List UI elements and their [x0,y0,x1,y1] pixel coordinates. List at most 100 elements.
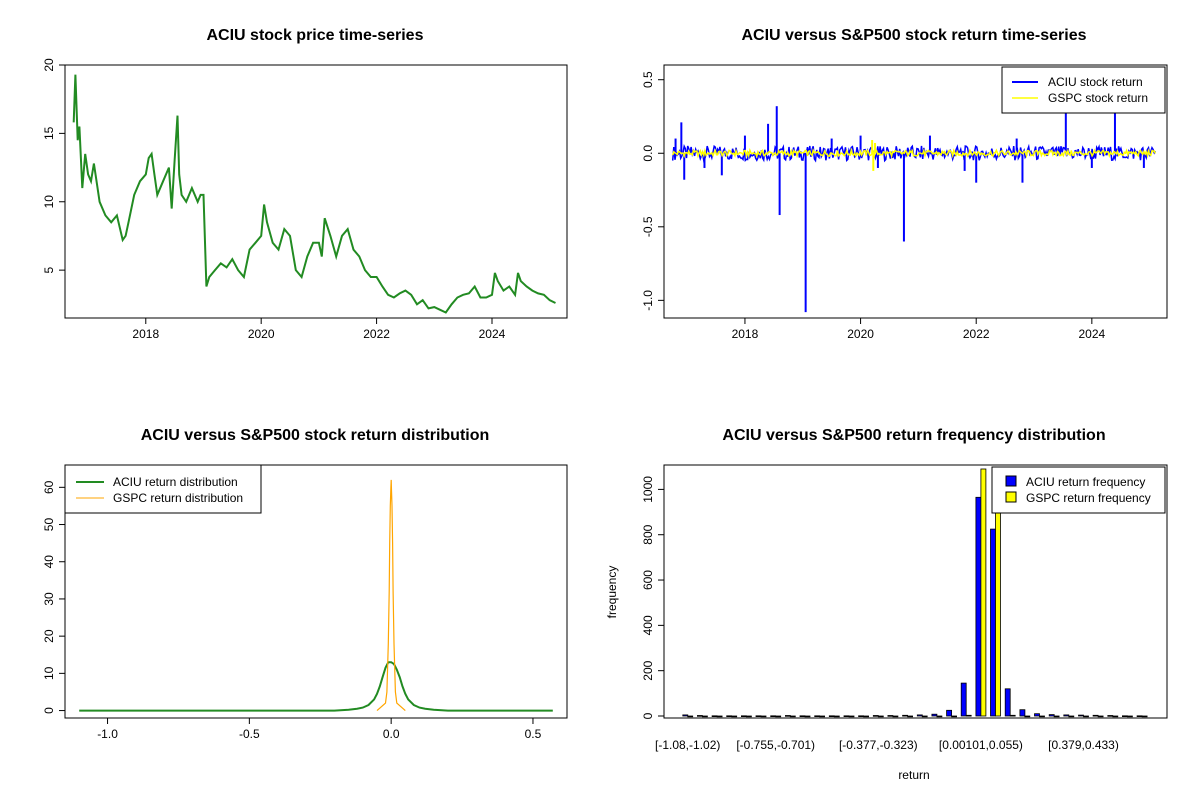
returns-xtick-label: 2022 [963,327,990,341]
histogram-legend-gspc-swatch [1005,491,1017,503]
histogram-bar [1097,715,1104,718]
histogram-ytick-label: 200 [641,660,655,680]
histogram-xtick-label: [0.379,0.433) [1048,738,1119,752]
density-xtick-label: -0.5 [239,727,260,741]
histogram-bar [1004,688,1011,717]
histogram-bar [1078,714,1084,717]
price-xtick-label: 2018 [132,327,159,341]
histogram-bar [1136,715,1143,717]
histogram-bar [902,714,908,717]
histogram-bar [921,715,928,718]
returns-panel: ACIU versus S&P500 stock return time-ser… [641,27,1168,341]
histogram-bar [946,709,952,717]
histogram-ytick-label: 1000 [641,476,655,503]
density-xtick-label: 0.5 [525,727,542,741]
histogram-bar [755,715,762,717]
histogram-bar [716,715,723,718]
histogram-bar [789,715,796,718]
density-ytick-label: 50 [42,518,56,532]
histogram-legend-aciu-label: ACIU return frequency [1026,475,1145,489]
histogram-xtick-label: [0.00101,0.055) [939,738,1023,752]
histogram-bar [863,715,869,718]
histogram-bar [892,715,899,718]
histogram-bar [731,715,738,718]
density-ytick-label: 40 [42,555,56,569]
returns-title: ACIU versus S&P500 stock return time-ser… [741,27,1086,44]
histogram-bar [975,496,982,717]
price-xtick-label: 2024 [479,327,506,341]
histogram-panel: ACIU versus S&P500 return frequency dist… [605,427,1168,782]
histogram-bar [804,715,811,718]
histogram-bar [1039,715,1045,718]
histogram-bar [960,682,967,717]
histogram-bar [931,713,938,717]
density-ytick-label: 0 [42,707,56,714]
histogram-bar [907,715,913,718]
histogram-ytick-label: 400 [641,615,655,635]
density-panel: ACIU versus S&P500 stock return distribu… [42,427,568,741]
histogram-bar [726,715,733,717]
density-xtick-label: -1.0 [97,727,118,741]
histogram-bar [872,715,879,717]
histogram-legend-gspc-label: GSPC return frequency [1026,491,1151,505]
price-title: ACIU stock price time-series [207,27,424,44]
histogram-bar [1092,714,1099,717]
histogram-bar [848,715,855,718]
histogram-bar [990,528,996,717]
density-ytick-label: 20 [42,629,56,643]
histogram-bar [760,715,767,718]
histogram-bar [711,715,718,717]
histogram-legend: ACIU return frequency GSPC return freque… [991,466,1166,514]
histogram-bar [951,715,957,718]
density-ytick-label: 60 [42,480,56,494]
histogram-bar [1034,713,1040,717]
histogram-bar [1122,715,1128,717]
histogram-ylabel: frequency [605,566,619,619]
price-xtick-label: 2022 [363,327,390,341]
histogram-bar [1063,714,1070,717]
histogram-bar [1068,715,1075,718]
histogram-bar [687,715,694,718]
histogram-title: ACIU versus S&P500 return frequency dist… [722,427,1105,444]
histogram-bar [965,714,972,717]
histogram-bar [1048,714,1055,717]
density-legend: ACIU return distribution GSPC return dis… [64,464,262,514]
price-panel: ACIU stock price time-series 2018 2020 202… [42,27,568,341]
returns-legend: ACIU stock return GSPC stock return [1001,66,1166,114]
returns-xtick-label: 2020 [847,327,874,341]
returns-ytick-label: -0.5 [641,216,655,237]
returns-legend-gspc-label: GSPC stock return [1048,91,1148,105]
histogram-xtick-label: [-0.377,-0.323) [839,738,918,752]
price-ytick-label: 10 [42,195,56,209]
histogram-bar [936,715,943,718]
returns-legend-aciu-label: ACIU stock return [1048,75,1143,89]
price-ytick-label: 15 [42,126,56,140]
returns-xtick-label: 2018 [732,327,759,341]
returns-xtick-label: 2024 [1078,327,1105,341]
price-xtick-label: 2020 [248,327,275,341]
density-title: ACIU versus S&P500 stock return distribu… [141,427,490,444]
density-legend-aciu-label: ACIU return distribution [113,475,238,489]
histogram-bar [828,715,835,717]
histogram-bar [770,715,777,717]
histogram-bar [877,715,884,718]
histogram-bar [741,715,747,717]
histogram-bar [843,715,850,717]
price-series-line [72,74,556,314]
histogram-bar [1107,715,1114,717]
returns-series-line [671,147,1157,159]
histogram-bar [1127,715,1133,718]
density-series-line [376,479,406,712]
histogram-bar [814,715,821,717]
histogram-ytick-label: 0 [641,712,655,719]
histogram-bar [858,715,864,717]
histogram-bar [833,715,840,718]
histogram-bar [916,714,923,717]
histogram-ytick-label: 600 [641,570,655,590]
price-ytick-label: 20 [42,58,56,72]
histogram-xtick-label: [-1.08,-1.02) [655,738,720,752]
histogram-ytick-label: 800 [641,524,655,544]
density-legend-gspc-label: GSPC return distribution [113,491,243,505]
density-plot-frame [64,464,568,719]
